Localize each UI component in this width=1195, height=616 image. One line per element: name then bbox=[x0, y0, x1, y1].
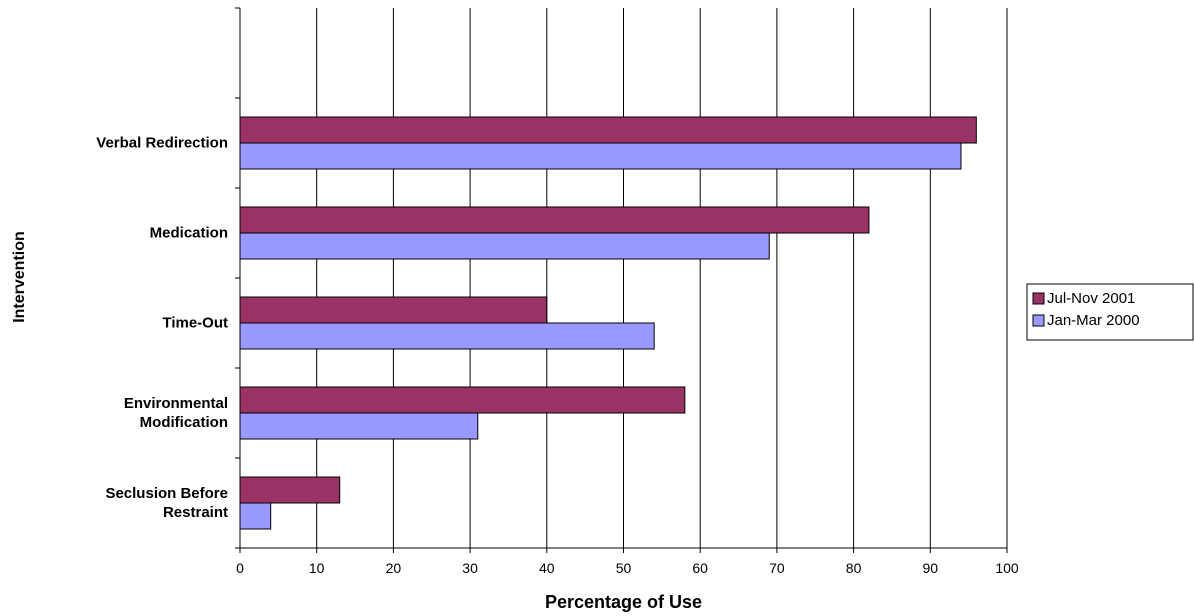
x-tick-label: 50 bbox=[615, 560, 632, 576]
x-tick-label: 100 bbox=[995, 560, 1019, 576]
x-axis-title: Percentage of Use bbox=[544, 592, 703, 612]
x-tick-label: 60 bbox=[692, 560, 708, 576]
legend-swatch bbox=[1032, 292, 1045, 305]
y-tick-label: Verbal Redirection bbox=[96, 134, 228, 152]
x-tick-label: 0 bbox=[236, 560, 244, 576]
x-tick-label: 40 bbox=[539, 560, 555, 576]
x-tick-label: 70 bbox=[769, 560, 785, 576]
x-tick-label: 30 bbox=[462, 560, 478, 576]
y-tick-label: Time-Out bbox=[162, 314, 228, 332]
bar bbox=[239, 412, 479, 440]
bar bbox=[239, 142, 962, 170]
bar bbox=[239, 206, 870, 234]
bar bbox=[239, 386, 686, 414]
y-tick-label: Medication bbox=[149, 224, 228, 242]
x-tick-label: 80 bbox=[845, 560, 862, 576]
bar bbox=[239, 502, 272, 530]
y-tick-label: Seclusion Before Restraint bbox=[105, 485, 228, 521]
legend-box bbox=[1026, 283, 1194, 341]
x-tick-label: 10 bbox=[308, 560, 325, 576]
bar bbox=[239, 322, 655, 350]
legend-swatch bbox=[1032, 314, 1045, 327]
x-tick-label: 20 bbox=[385, 560, 402, 576]
bar bbox=[239, 116, 977, 144]
x-tick-label: 90 bbox=[922, 560, 939, 576]
legend-label: Jul-Nov 2001 bbox=[1047, 290, 1136, 307]
bar bbox=[239, 296, 548, 324]
legend-label: Jan-Mar 2000 bbox=[1047, 312, 1140, 329]
y-axis-title: Intervention bbox=[11, 231, 28, 323]
bar bbox=[239, 232, 770, 260]
y-tick-label: Environmental Modification bbox=[123, 395, 228, 431]
bar bbox=[239, 476, 341, 504]
